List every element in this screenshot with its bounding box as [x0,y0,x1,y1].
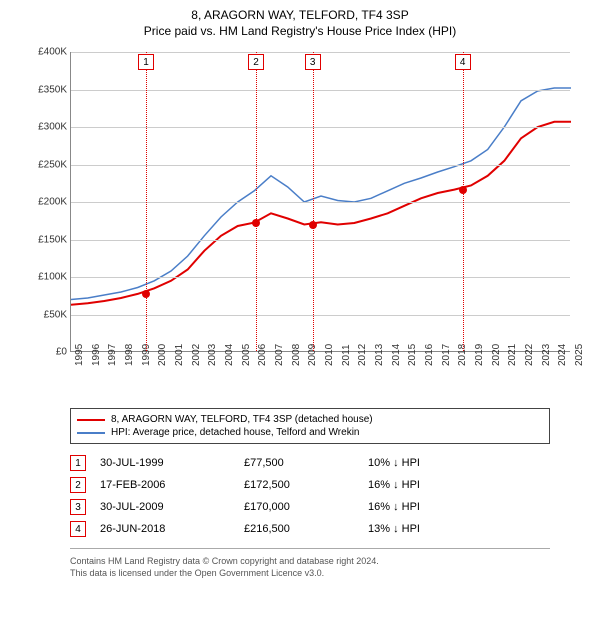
tx-date: 26-JUN-2018 [100,523,230,535]
legend-swatch [77,419,105,421]
y-axis-label: £350K [23,84,67,95]
marker-vline [146,52,147,351]
x-axis-label: 2004 [224,344,235,366]
plot-area: £0£50K£100K£150K£200K£250K£300K£350K£400… [70,52,570,352]
x-axis-label: 2007 [274,344,285,366]
x-axis-label: 1998 [124,344,135,366]
x-axis-label: 2002 [191,344,202,366]
marker-vline [256,52,257,351]
x-axis-label: 1996 [91,344,102,366]
marker-box: 3 [305,54,321,70]
marker-vline [313,52,314,351]
attribution-line2: This data is licensed under the Open Gov… [70,567,550,579]
tx-price: £216,500 [244,523,354,535]
transactions-table: 1 30-JUL-1999 £77,500 10% ↓ HPI 2 17-FEB-2006… [70,452,550,540]
x-axis-label: 2006 [257,344,268,366]
x-axis-label: 2017 [441,344,452,366]
tx-price: £170,000 [244,501,354,513]
x-axis-label: 2024 [557,344,568,366]
marker-box: 4 [455,54,471,70]
transaction-row: 2 17-FEB-2006 £172,500 16% ↓ HPI [70,474,550,496]
transaction-row: 1 30-JUL-1999 £77,500 10% ↓ HPI [70,452,550,474]
x-axis-label: 2025 [574,344,585,366]
y-axis-label: £300K [23,122,67,133]
legend-swatch [77,432,105,434]
attribution: Contains HM Land Registry data © Crown c… [70,548,550,579]
tx-diff: 10% ↓ HPI [368,457,488,469]
transaction-row: 4 26-JUN-2018 £216,500 13% ↓ HPI [70,518,550,540]
marker-point [309,221,317,229]
tx-date: 17-FEB-2006 [100,479,230,491]
x-axis-label: 2010 [324,344,335,366]
tx-diff: 13% ↓ HPI [368,523,488,535]
x-axis-label: 2001 [174,344,185,366]
tx-price: £77,500 [244,457,354,469]
x-axis-label: 2016 [424,344,435,366]
chart-titles: 8, ARAGORN WAY, TELFORD, TF4 3SP Price p… [0,0,600,42]
tx-marker: 4 [70,521,86,537]
x-axis-label: 2000 [157,344,168,366]
tx-date: 30-JUL-2009 [100,501,230,513]
tx-marker: 1 [70,455,86,471]
x-axis-label: 2013 [374,344,385,366]
y-axis-label: £250K [23,159,67,170]
address-title: 8, ARAGORN WAY, TELFORD, TF4 3SP [0,8,600,22]
x-axis-label: 1997 [107,344,118,366]
x-axis-label: 2008 [291,344,302,366]
legend-label: HPI: Average price, detached house, Telf… [111,427,360,438]
tx-diff: 16% ↓ HPI [368,501,488,513]
subtitle: Price paid vs. HM Land Registry's House … [0,24,600,38]
marker-box: 2 [248,54,264,70]
legend-label: 8, ARAGORN WAY, TELFORD, TF4 3SP (detach… [111,414,373,425]
marker-box: 1 [138,54,154,70]
x-axis-label: 2019 [474,344,485,366]
x-axis-label: 2023 [541,344,552,366]
legend-item: HPI: Average price, detached house, Telf… [77,426,543,439]
y-axis-label: £200K [23,197,67,208]
y-axis-label: £150K [23,234,67,245]
tx-date: 30-JUL-1999 [100,457,230,469]
x-axis-label: 2012 [357,344,368,366]
marker-point [252,219,260,227]
legend-item: 8, ARAGORN WAY, TELFORD, TF4 3SP (detach… [77,413,543,426]
x-axis-label: 2022 [524,344,535,366]
chart: £0 £50K £100K £150K £200K £250K £300K £350K £400… [20,42,580,402]
marker-point [142,290,150,298]
marker-vline [463,52,464,351]
x-axis-label: 2005 [241,344,252,366]
y-axis-label: £0 [23,347,67,358]
x-axis-label: 2014 [391,344,402,366]
x-axis-label: 2011 [341,344,352,366]
tx-diff: 16% ↓ HPI [368,479,488,491]
x-axis-label: 1995 [74,344,85,366]
y-axis-label: £400K [23,47,67,58]
tx-price: £172,500 [244,479,354,491]
x-axis-label: 2015 [407,344,418,366]
x-axis-label: 2021 [507,344,518,366]
y-axis-label: £100K [23,272,67,283]
y-axis-label: £50K [23,309,67,320]
tx-marker: 3 [70,499,86,515]
x-axis-label: 2003 [207,344,218,366]
x-axis-label: 2020 [491,344,502,366]
transaction-row: 3 30-JUL-2009 £170,000 16% ↓ HPI [70,496,550,518]
attribution-line1: Contains HM Land Registry data © Crown c… [70,555,550,567]
tx-marker: 2 [70,477,86,493]
legend: 8, ARAGORN WAY, TELFORD, TF4 3SP (detach… [70,408,550,444]
marker-point [459,186,467,194]
